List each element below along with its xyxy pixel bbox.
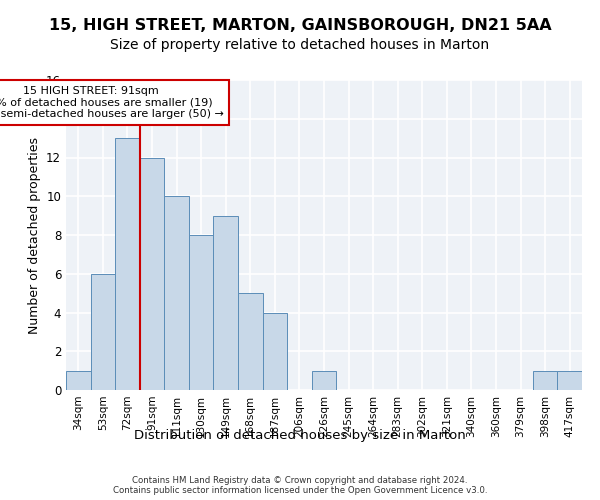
Bar — [238, 293, 263, 390]
Bar — [263, 312, 287, 390]
Y-axis label: Number of detached properties: Number of detached properties — [28, 136, 41, 334]
Text: 15, HIGH STREET, MARTON, GAINSBOROUGH, DN21 5AA: 15, HIGH STREET, MARTON, GAINSBOROUGH, D… — [49, 18, 551, 32]
Text: Size of property relative to detached houses in Marton: Size of property relative to detached ho… — [110, 38, 490, 52]
Bar — [214, 216, 238, 390]
Bar — [91, 274, 115, 390]
Text: Contains HM Land Registry data © Crown copyright and database right 2024.
Contai: Contains HM Land Registry data © Crown c… — [113, 476, 487, 495]
Bar — [189, 235, 214, 390]
Bar — [557, 370, 582, 390]
Bar — [533, 370, 557, 390]
Text: Distribution of detached houses by size in Marton: Distribution of detached houses by size … — [134, 428, 466, 442]
Bar — [66, 370, 91, 390]
Bar — [312, 370, 336, 390]
Bar — [140, 158, 164, 390]
Bar — [164, 196, 189, 390]
Text: 15 HIGH STREET: 91sqm
← 28% of detached houses are smaller (19)
72% of semi-deta: 15 HIGH STREET: 91sqm ← 28% of detached … — [0, 86, 224, 119]
Bar — [115, 138, 140, 390]
